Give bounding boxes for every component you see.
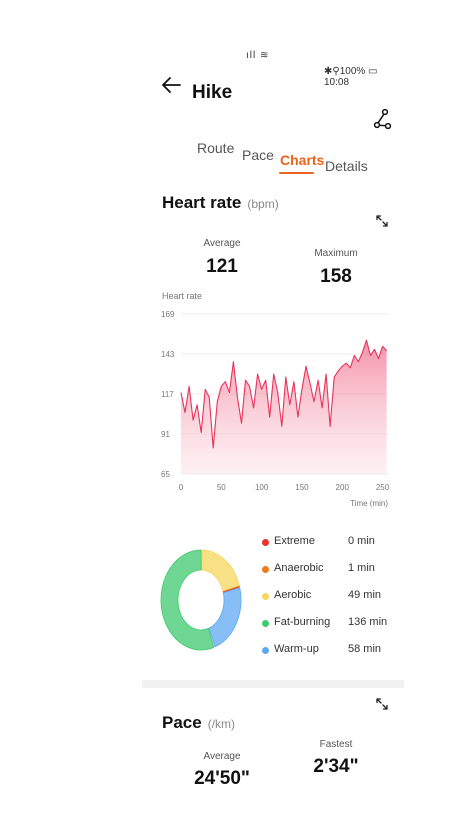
expand-icon[interactable] (375, 214, 389, 228)
donut-slice-extreme (223, 586, 240, 593)
hr-average-label: Average (203, 238, 241, 249)
donut-slice-aerobic (201, 549, 240, 592)
x-tick-label: 100 (255, 483, 269, 492)
tab-bar: Route Pace Charts Details (197, 140, 397, 180)
y-tick-label: 143 (161, 350, 175, 359)
x-tick-label: 0 (179, 483, 184, 492)
page-title: Hike (192, 82, 233, 103)
status-bar-right: ✱⚲100% ▭ 10:08 (324, 66, 378, 88)
tab-route[interactable]: Route (197, 140, 235, 156)
heart-rate-chart: 65 91 117 143 169 0 50 100 150 200 250 Time (min) (161, 310, 390, 508)
zone-name: Anaerobic (274, 562, 324, 574)
zone-legend-item: Warm-up 58 min (262, 643, 402, 659)
tab-pace[interactable]: Pace (242, 147, 274, 163)
heart-rate-zones-donut (160, 549, 242, 651)
zone-dot-aerobic (262, 593, 269, 600)
x-tick-label: 200 (336, 483, 350, 492)
heart-rate-title: Heart rate (bpm) (162, 193, 279, 213)
zone-name: Warm-up (274, 643, 319, 655)
zone-value: 1 min (348, 562, 375, 574)
status-bar: ıll ≋ ✱⚲100% ▭ 10:08 (150, 48, 400, 88)
zone-dot-warm-up (262, 647, 269, 654)
y-tick-label: 169 (161, 310, 175, 319)
heart-rate-unit: (bpm) (247, 197, 279, 211)
zone-legend-item: Fat-burning 136 min (262, 616, 402, 632)
pace-average-label: Average (203, 751, 241, 762)
zone-dot-anaerobic (262, 566, 269, 573)
zone-value: 0 min (348, 535, 375, 547)
zone-legend-item: Extreme 0 min (262, 535, 402, 551)
pace-average-value: 24'50" (194, 768, 250, 789)
share-icon[interactable] (372, 108, 392, 130)
donut-slice-fat-burning (160, 549, 215, 651)
zone-legend-item: Aerobic 49 min (262, 589, 402, 605)
hr-maximum-label: Maximum (314, 248, 358, 259)
pace-title: Pace (/km) (162, 713, 235, 733)
x-tick-label: 50 (217, 483, 226, 492)
heart-rate-title-text: Heart rate (162, 193, 242, 212)
arrow-left-icon[interactable] (160, 74, 182, 96)
y-tick-label: 65 (161, 470, 170, 479)
zone-value: 58 min (348, 643, 382, 655)
zone-dot-fat-burning (262, 620, 269, 627)
section-divider (142, 680, 404, 688)
hr-maximum-value: 158 (320, 266, 352, 287)
y-tick-label: 117 (161, 390, 174, 399)
pace-fastest-label: Fastest (319, 739, 353, 750)
x-tick-label: 150 (295, 483, 309, 492)
chart-xlabel: Time (min) (350, 499, 388, 508)
heart-rate-line (180, 339, 388, 449)
zone-name: Fat-burning (274, 616, 331, 628)
y-tick-label: 91 (161, 430, 170, 439)
hr-average-value: 121 (206, 256, 238, 277)
pace-title-text: Pace (162, 713, 202, 732)
zone-legend-item: Anaerobic 1 min (262, 562, 402, 578)
donut-slice-warm-up (208, 587, 242, 648)
expand-icon[interactable] (375, 697, 389, 711)
zone-value: 136 min (348, 616, 388, 628)
pace-unit: (/km) (207, 717, 236, 731)
zone-name: Extreme (274, 535, 315, 547)
zone-name: Aerobic (274, 589, 312, 601)
tab-active-indicator (279, 172, 314, 174)
tab-details[interactable]: Details (325, 158, 368, 174)
x-tick-label: 250 (376, 483, 390, 492)
chart-ylabel: Heart rate (162, 291, 203, 301)
tab-charts[interactable]: Charts (280, 152, 325, 168)
zone-value: 49 min (348, 589, 382, 601)
signal-wifi-icon: ıll ≋ (246, 50, 270, 61)
zone-dot-extreme (262, 539, 269, 546)
pace-fastest-value: 2'34" (313, 756, 359, 777)
